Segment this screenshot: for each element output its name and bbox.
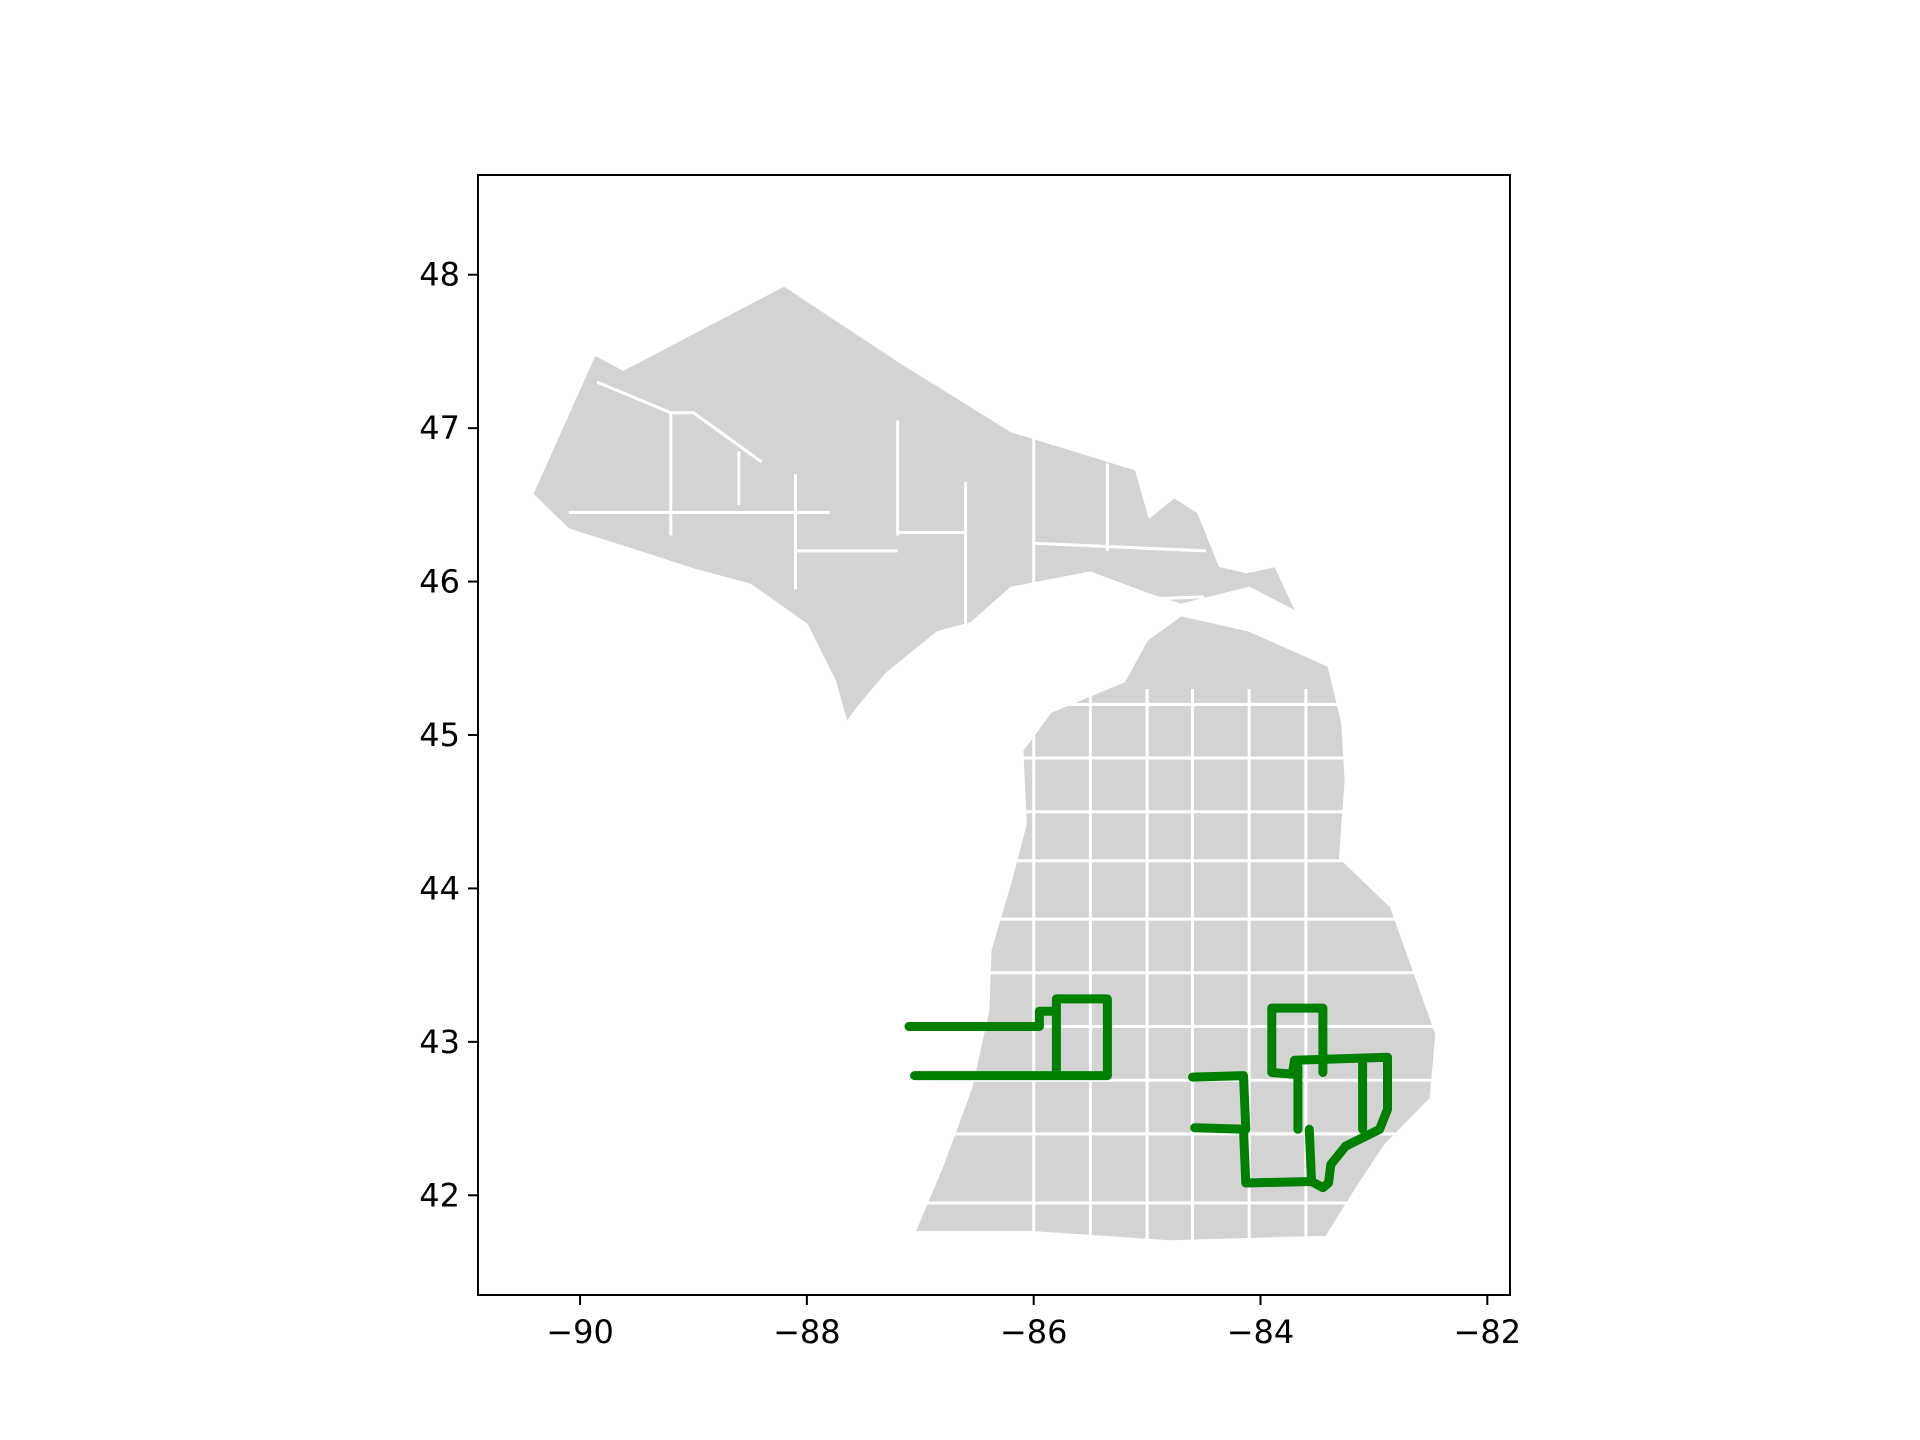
map-layer (531, 284, 1438, 1243)
y-tick-label: 46 (419, 563, 460, 601)
y-tick-label: 44 (419, 869, 460, 907)
y-tick-label: 42 (419, 1176, 460, 1214)
county-border (1033, 541, 1207, 553)
highlighted-counties (904, 994, 1392, 1193)
highlighted-county-outline (1239, 1003, 1392, 1193)
x-tick-label: −88 (773, 1313, 841, 1351)
y-tick-label: 48 (419, 256, 460, 294)
y-axis: 42 43 44 45 46 47 48 (419, 256, 478, 1214)
y-tick-label: 45 (419, 716, 460, 754)
highlighted-county-outline (1188, 1071, 1251, 1134)
x-tick-label: −90 (546, 1313, 614, 1351)
x-tick-label: −82 (1454, 1313, 1522, 1351)
x-axis: −90 −88 −86 −84 −82 (546, 1295, 1521, 1351)
county-border (596, 380, 763, 464)
y-tick-label: 43 (419, 1023, 460, 1061)
county-border (1033, 595, 1204, 605)
upper-peninsula (531, 284, 1299, 725)
x-tick-label: −84 (1227, 1313, 1295, 1351)
highlighted-county-outline (1304, 1124, 1316, 1186)
x-tick-label: −86 (1000, 1313, 1068, 1351)
y-tick-label: 47 (419, 409, 460, 447)
